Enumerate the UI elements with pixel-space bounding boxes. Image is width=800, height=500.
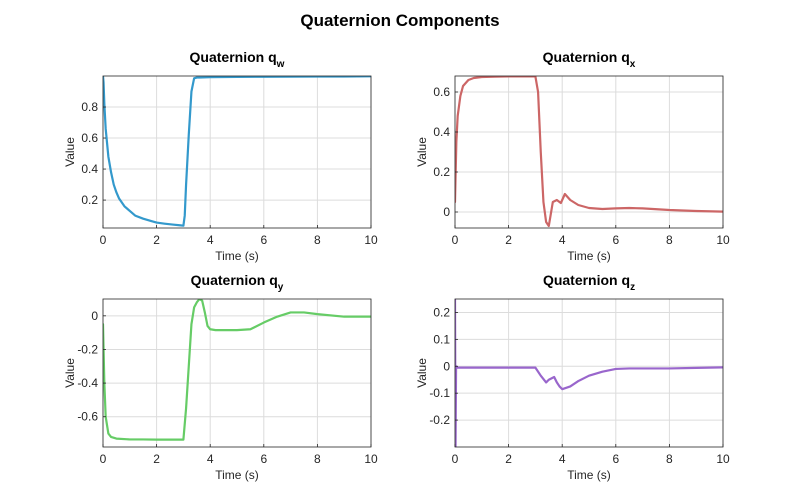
x-tick-label-qy: 4 — [207, 452, 214, 466]
subplot-title-subscript-qy: y — [278, 282, 284, 293]
figure-title: Quaternion Components — [300, 11, 499, 30]
plot-area-qz — [455, 299, 723, 447]
y-axis-label-qz: Value — [415, 358, 429, 388]
subplot-title-text-qx: Quaternion q — [543, 49, 630, 65]
subplot-title-qx: Quaternion qx — [543, 49, 636, 70]
y-tick-label-qw: 0.4 — [81, 162, 98, 176]
x-tick-label-qw: 4 — [207, 233, 214, 247]
y-axis-label-qy: Value — [63, 358, 77, 388]
subplot-title-subscript-qz: z — [630, 282, 635, 293]
y-tick-label-qw: 0.8 — [81, 100, 98, 114]
x-tick-label-qw: 10 — [364, 233, 378, 247]
y-tick-label-qy: -0.4 — [77, 376, 98, 390]
y-tick-label-qw: 0.2 — [81, 193, 98, 207]
y-tick-label-qz: 0.1 — [433, 332, 450, 346]
x-tick-label-qx: 4 — [559, 233, 566, 247]
x-tick-label-qz: 8 — [666, 452, 673, 466]
subplot-title-text-qy: Quaternion q — [191, 272, 278, 288]
y-tick-label-qy: -0.6 — [77, 410, 98, 424]
axes-group: 0 2 4 6 8 10 0.2 0.4 0.6 0.8 Time (s) Value Quaterni… — [63, 49, 730, 482]
axes-frame-qw — [102, 75, 372, 229]
y-tick-label-qx: 0.2 — [433, 165, 450, 179]
x-tick-label-qx: 2 — [505, 233, 512, 247]
axes-frame-qy — [102, 298, 372, 448]
subplot-title-qw: Quaternion qw — [190, 49, 285, 70]
series-line-qz — [455, 299, 723, 447]
x-tick-label-qz: 4 — [559, 452, 566, 466]
x-axis-label-qx: Time (s) — [567, 249, 611, 263]
subplot-title-subscript-qw: w — [276, 59, 285, 70]
subplot-qx: 0 2 4 6 8 10 0 0.2 0.4 0.6 Time (s) Value Quaternion… — [415, 49, 730, 263]
y-tick-label-qz: -0.1 — [429, 386, 450, 400]
subplot-title-text-qz: Quaternion q — [543, 272, 630, 288]
x-axis-label-qy: Time (s) — [215, 468, 259, 482]
y-axis-label-qw: Value — [63, 137, 77, 167]
x-tick-label-qz: 10 — [716, 452, 730, 466]
x-tick-label-qy: 6 — [260, 452, 267, 466]
x-tick-label-qy: 10 — [364, 452, 378, 466]
series-line-qw — [103, 76, 371, 227]
y-tick-label-qx: 0.6 — [433, 85, 450, 99]
x-tick-label-qx: 8 — [666, 233, 673, 247]
subplot-title-subscript-qx: x — [630, 59, 636, 70]
x-tick-label-qz: 6 — [612, 452, 619, 466]
x-tick-label-qz: 2 — [505, 452, 512, 466]
plot-area-qy — [103, 299, 371, 447]
x-tick-label-qw: 0 — [100, 233, 107, 247]
axes-frame-qx — [454, 75, 724, 229]
x-tick-label-qz: 0 — [452, 452, 459, 466]
x-tick-label-qx: 10 — [716, 233, 730, 247]
x-tick-label-qw: 6 — [260, 233, 267, 247]
subplot-qw: 0 2 4 6 8 10 0.2 0.4 0.6 0.8 Time (s) Value Quaterni… — [63, 49, 378, 263]
x-tick-label-qy: 2 — [153, 452, 160, 466]
subplot-qy: 0 2 4 6 8 10 -0.6 -0.4 -0.2 0 Time (s) Value Quatern… — [63, 272, 378, 482]
subplot-title-qy: Quaternion qy — [191, 272, 284, 293]
y-tick-label-qz: 0 — [443, 359, 450, 373]
x-axis-label-qw: Time (s) — [215, 249, 259, 263]
plot-area-qw — [103, 76, 371, 228]
series-line-qy — [103, 299, 371, 441]
x-tick-label-qx: 0 — [452, 233, 459, 247]
subplot-title-qz: Quaternion qz — [543, 272, 635, 293]
x-tick-label-qy: 0 — [100, 452, 107, 466]
y-axis-label-qx: Value — [415, 137, 429, 167]
x-tick-label-qy: 8 — [314, 452, 321, 466]
y-tick-label-qz: 0.2 — [433, 305, 450, 319]
y-tick-label-qx: 0 — [443, 205, 450, 219]
y-tick-label-qz: -0.2 — [429, 413, 450, 427]
axes-frame-qz — [454, 298, 724, 448]
y-tick-label-qy: -0.2 — [77, 342, 98, 356]
x-tick-label-qx: 6 — [612, 233, 619, 247]
subplot-title-text-qw: Quaternion q — [190, 49, 277, 65]
subplot-qz: 0 2 4 6 8 10 -0.2 -0.1 0 0.1 0.2 Time (s) Value Quate… — [415, 272, 730, 482]
series-line-qx — [455, 76, 723, 228]
x-tick-label-qw: 2 — [153, 233, 160, 247]
x-tick-label-qw: 8 — [314, 233, 321, 247]
y-tick-label-qw: 0.6 — [81, 131, 98, 145]
y-tick-label-qy: 0 — [91, 309, 98, 323]
x-axis-label-qz: Time (s) — [567, 468, 611, 482]
plot-area-qx — [455, 76, 723, 228]
y-tick-label-qx: 0.4 — [433, 125, 450, 139]
